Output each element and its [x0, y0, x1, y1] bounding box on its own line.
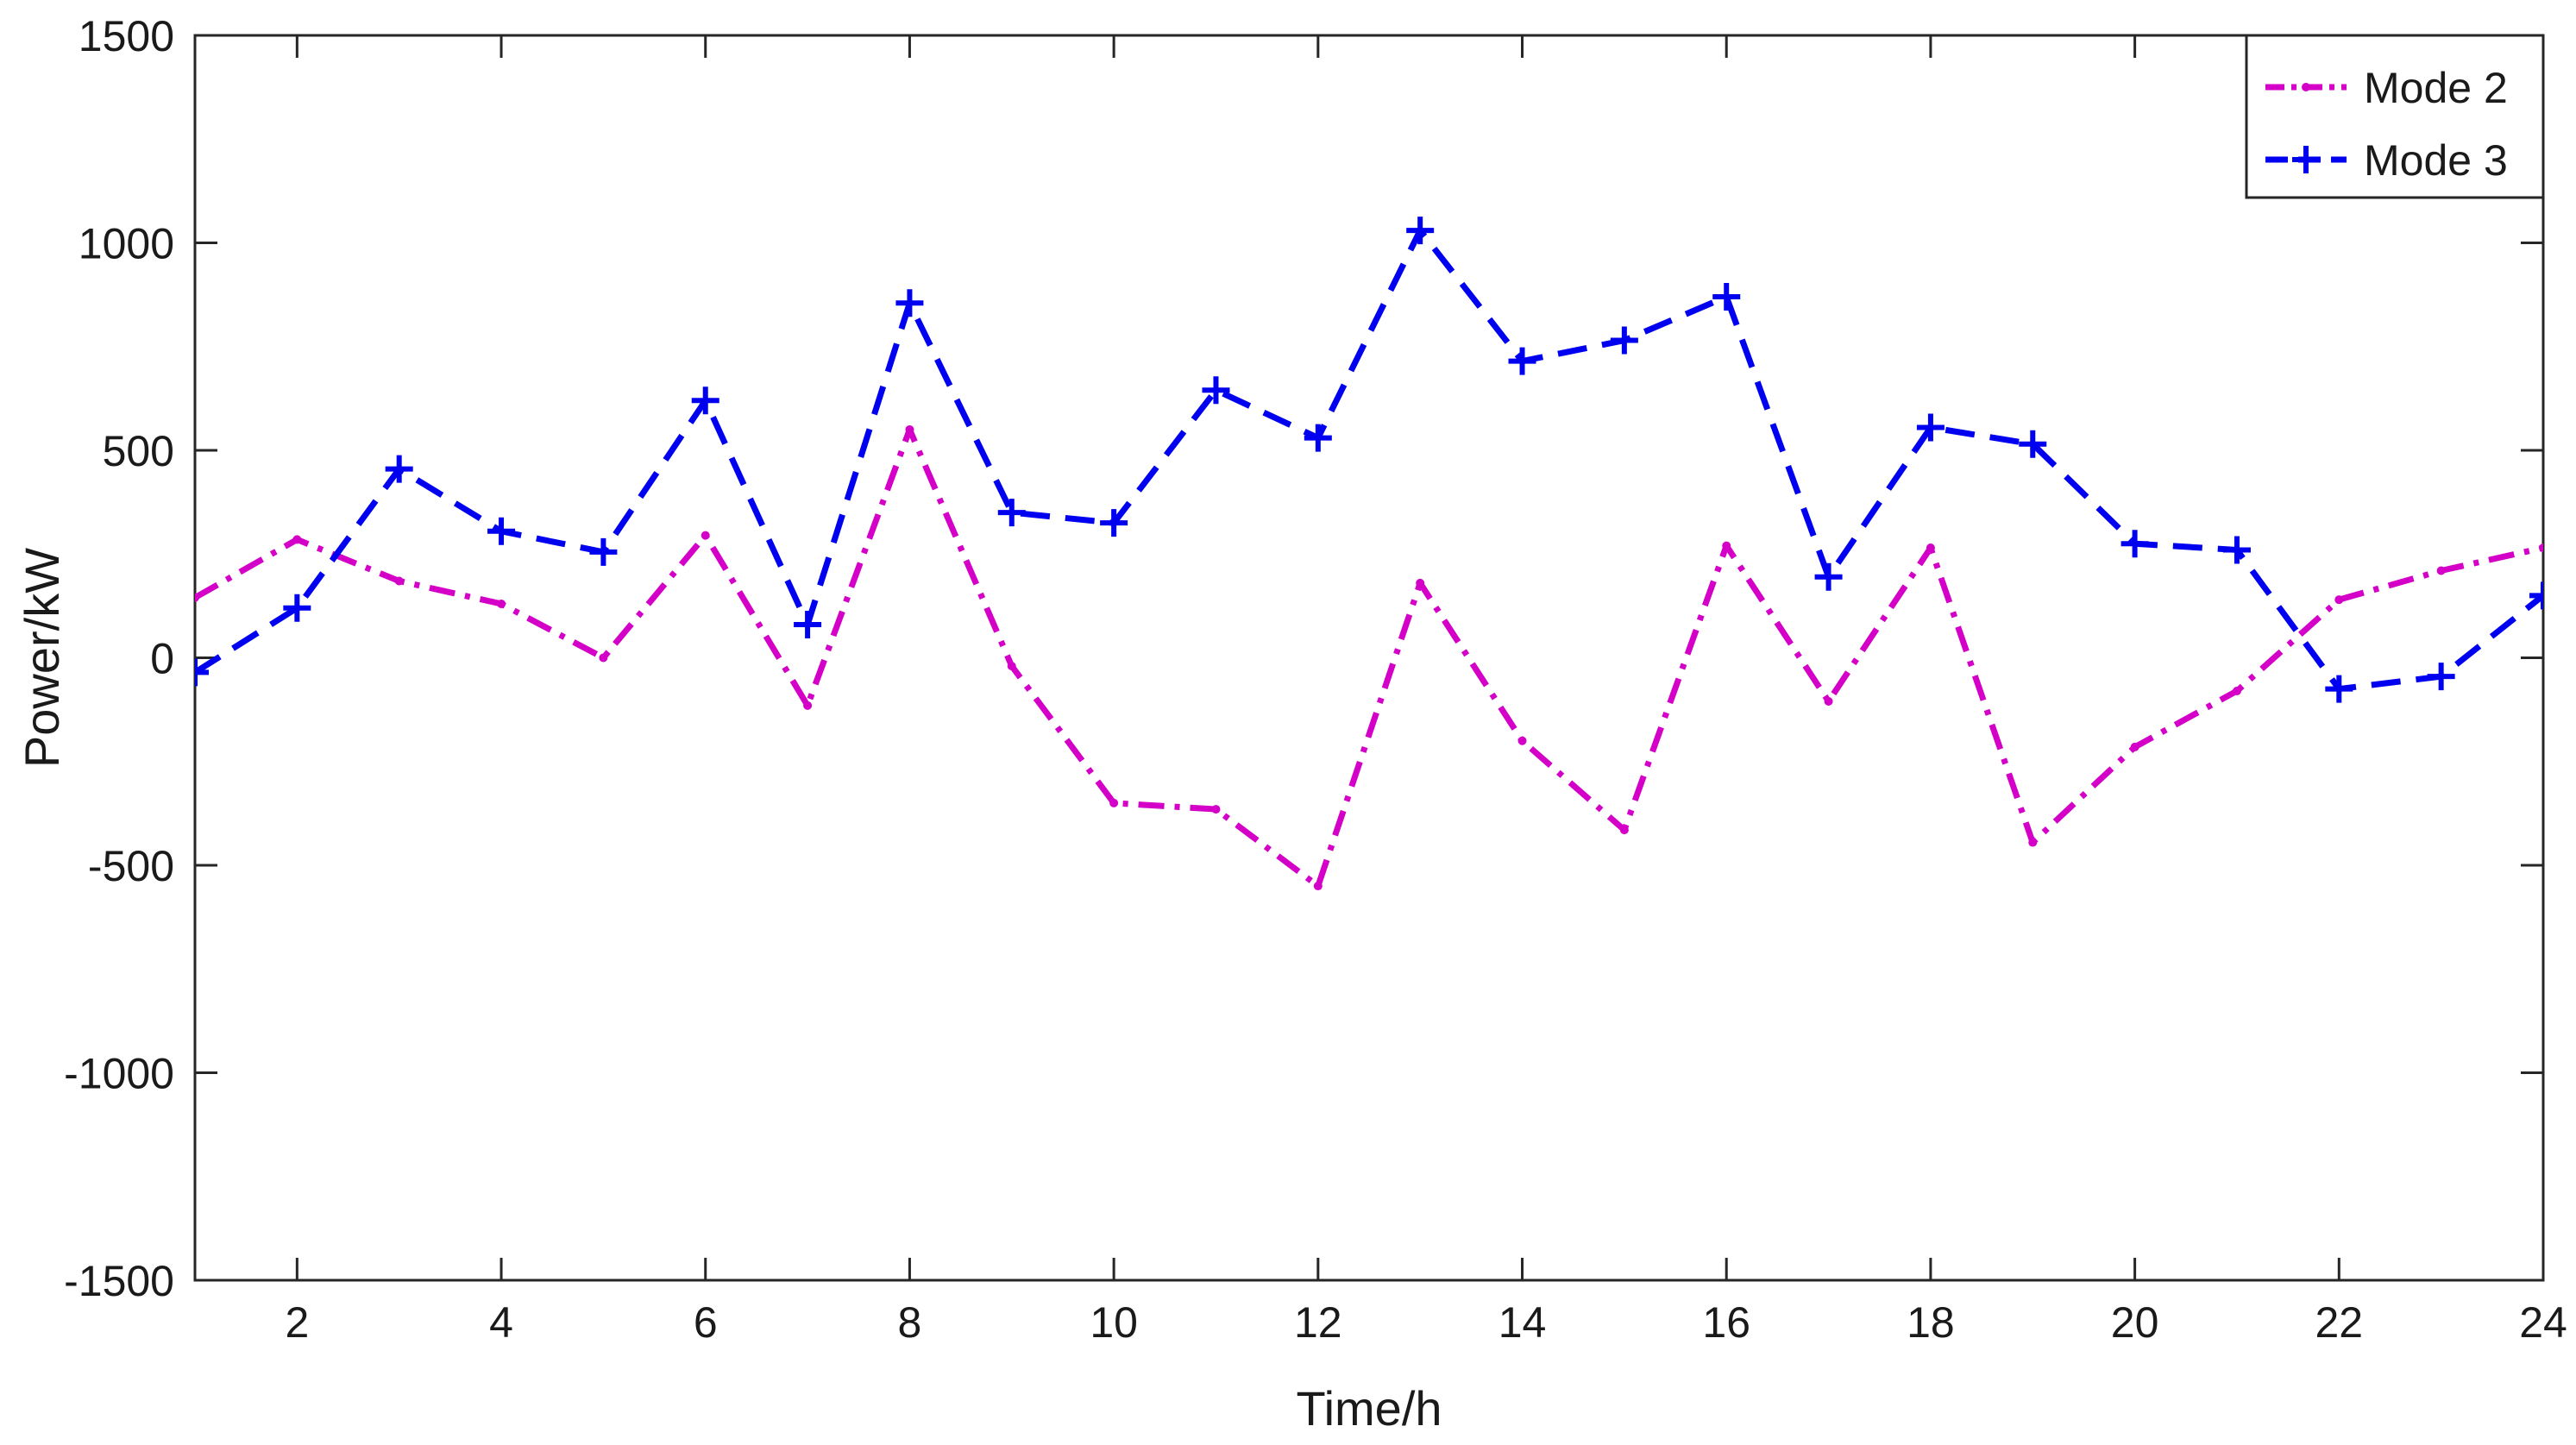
- data-point: [1712, 283, 1741, 311]
- data-point: [691, 386, 719, 415]
- data-point: [1202, 376, 1230, 405]
- x-tick-label: 8: [898, 1298, 922, 1347]
- data-point: [905, 424, 914, 434]
- y-axis-label: Power/kW: [15, 548, 69, 768]
- data-point: [2325, 675, 2353, 703]
- data-point: [1926, 543, 1935, 553]
- y-tick-label: 500: [103, 427, 174, 475]
- x-tick-label: 6: [694, 1298, 718, 1347]
- data-point: [1406, 217, 1435, 245]
- x-tick-label: 4: [489, 1298, 513, 1347]
- data-point: [1313, 882, 1323, 891]
- data-point: [2539, 543, 2543, 553]
- series-layer: [195, 217, 2543, 891]
- data-point: [2019, 430, 2047, 458]
- data-point: [394, 576, 404, 586]
- data-point: [283, 594, 311, 622]
- x-tick-label: 18: [1907, 1298, 1955, 1347]
- series-line-1: [195, 426, 2543, 889]
- legend: Mode 2 Mode 3: [2245, 34, 2545, 199]
- data-point: [1007, 662, 1016, 671]
- data-point: [385, 455, 413, 483]
- data-point: [2130, 742, 2139, 751]
- data-point: [1722, 541, 1731, 550]
- data-point: [1916, 413, 1945, 442]
- data-point: [1619, 826, 1629, 835]
- x-axis: 2 4 6 8 10 12 14 16 18 20 22 24: [285, 35, 2567, 1347]
- data-point: [2334, 595, 2344, 605]
- legend-marker: [2292, 146, 2320, 173]
- data-point: [1814, 562, 1843, 591]
- data-point: [1517, 736, 1527, 745]
- legend-box: [2245, 34, 2545, 199]
- data-point: [997, 499, 1026, 527]
- x-tick-label: 12: [1294, 1298, 1342, 1347]
- data-point: [195, 658, 209, 687]
- y-tick-label: 0: [150, 635, 174, 683]
- x-axis-label: Time/h: [1296, 1381, 1442, 1436]
- x-tick-label: 10: [1090, 1298, 1138, 1347]
- series-line-2: [195, 227, 2543, 693]
- data-point: [1416, 578, 1425, 587]
- data-point: [2436, 566, 2446, 575]
- data-point: [803, 701, 813, 710]
- legend-marker: [2302, 83, 2310, 91]
- y-tick-label: -1000: [64, 1050, 174, 1098]
- data-point: [895, 289, 924, 317]
- data-point: [497, 599, 506, 608]
- data-point: [599, 653, 608, 663]
- data-point: [2028, 838, 2038, 847]
- x-tick-label: 2: [285, 1298, 309, 1347]
- data-point: [2427, 663, 2455, 691]
- x-tick-label: 14: [1498, 1298, 1547, 1347]
- y-tick-label: 1000: [79, 220, 174, 268]
- data-point: [701, 531, 710, 540]
- data-point: [2222, 536, 2251, 564]
- data-point: [1109, 798, 1119, 807]
- data-point: [487, 517, 516, 545]
- legend-label: Mode 3: [2364, 136, 2508, 185]
- data-point: [589, 537, 618, 566]
- data-point: [1824, 697, 1833, 707]
- data-point: [2529, 581, 2543, 610]
- legend-entry-1: Mode 2: [2265, 64, 2508, 112]
- data-point: [1100, 509, 1128, 537]
- data-point: [1304, 424, 1332, 452]
- data-point: [2120, 530, 2149, 558]
- x-tick-label: 20: [2111, 1298, 2159, 1347]
- legend-entry-2: Mode 3: [2265, 136, 2508, 185]
- x-tick-label: 24: [2519, 1298, 2567, 1347]
- y-tick-label: -500: [88, 842, 174, 890]
- legend-label: Mode 2: [2364, 64, 2508, 112]
- data-point: [195, 593, 199, 602]
- data-point: [2232, 686, 2241, 695]
- y-axis: 1500 1000 500 0 -500 -1000 -1500: [64, 12, 2543, 1305]
- y-tick-label: 1500: [79, 12, 174, 60]
- plot-area-frame: [193, 34, 2545, 1282]
- x-tick-label: 16: [1702, 1298, 1750, 1347]
- legend-entries: Mode 2 Mode 3: [2265, 64, 2508, 185]
- y-tick-label: -1500: [64, 1257, 174, 1305]
- series-1: [195, 424, 2543, 891]
- data-point: [794, 611, 822, 639]
- data-point: [1610, 326, 1638, 355]
- data-point: [1211, 805, 1221, 814]
- data-point: [292, 535, 302, 544]
- series-2: [195, 217, 2543, 703]
- x-tick-label: 22: [2315, 1298, 2363, 1347]
- data-point: [1508, 347, 1536, 375]
